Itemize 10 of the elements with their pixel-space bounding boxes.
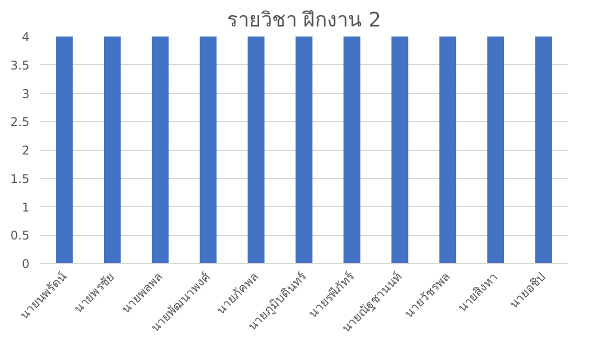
y-tick-label: 1.5 bbox=[10, 172, 30, 186]
y-tick-label: 3.5 bbox=[10, 58, 30, 72]
y-tick-label: 2.5 bbox=[10, 115, 30, 130]
y-tick-label: 3 bbox=[22, 86, 30, 101]
y-tick-label: 1 bbox=[22, 200, 30, 214]
y-tick-label: 0.5 bbox=[10, 228, 30, 243]
chart-title: รายวิชา ฝึกงาน 2 bbox=[226, 8, 382, 32]
y-tick-label: 0 bbox=[22, 257, 30, 271]
y-tick-label: 4 bbox=[22, 30, 30, 44]
y-tick-label: 2 bbox=[22, 144, 30, 158]
